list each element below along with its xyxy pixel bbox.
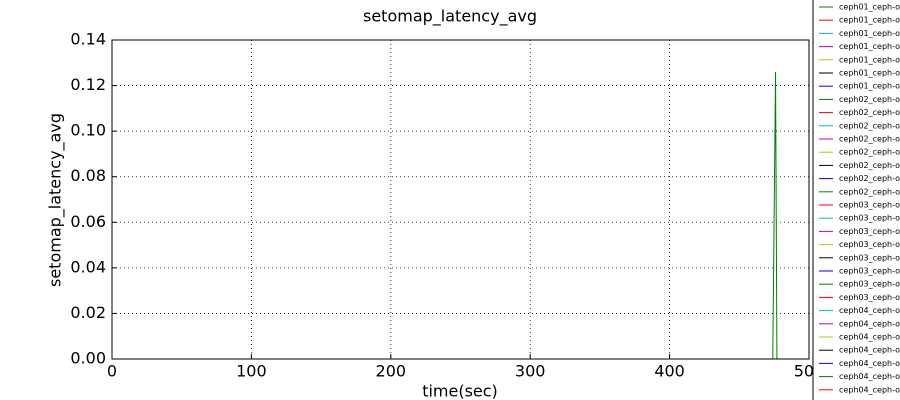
- y-tick-label: 0.12: [70, 75, 106, 94]
- legend-label: ceph03_ceph-o: [839, 201, 900, 210]
- legend-label: ceph04_ceph-o: [839, 333, 900, 342]
- x-tick-label: 200: [376, 362, 407, 381]
- legend-label: ceph01_ceph-o: [839, 16, 900, 25]
- y-tick-label: 0.14: [70, 30, 106, 49]
- legend-label: ceph02_ceph-o: [839, 161, 900, 170]
- legend-label: ceph03_ceph-o: [839, 240, 900, 249]
- legend-label: ceph03_ceph-o: [839, 280, 900, 289]
- legend-label: ceph03_ceph-o: [839, 267, 900, 276]
- legend-label: ceph02_ceph-o: [839, 174, 900, 183]
- legend-label: ceph01_ceph-o: [839, 3, 900, 12]
- legend-box: [812, 0, 900, 400]
- legend-label: ceph04_ceph-o: [839, 359, 900, 368]
- legend-label: ceph03_ceph-o: [839, 214, 900, 223]
- legend-label: ceph01_ceph-o: [839, 82, 900, 91]
- plot-frame: [111, 39, 810, 360]
- x-tick-label: 0: [107, 362, 117, 381]
- x-tick-label: 100: [236, 362, 267, 381]
- x-tick-label: 300: [515, 362, 546, 381]
- y-tick-label: 0.10: [70, 121, 106, 140]
- legend-label: ceph04_ceph-o: [839, 346, 900, 355]
- legend-label: ceph02_ceph-o: [839, 187, 900, 196]
- legend-label: ceph01_ceph-o: [839, 55, 900, 64]
- legend-label: ceph04_ceph-o: [839, 319, 900, 328]
- legend-label: ceph04_ceph-o: [839, 306, 900, 315]
- y-tick-label: 0.02: [70, 303, 106, 322]
- legend-label: ceph01_ceph-o: [839, 42, 900, 51]
- y-tick-label: 0.04: [70, 257, 106, 276]
- y-tick-label: 0.08: [70, 166, 106, 185]
- y-axis-label: setomap_latency_avg: [46, 113, 66, 287]
- legend-label: ceph02_ceph-o: [839, 148, 900, 157]
- legend-label: ceph03_ceph-o: [839, 253, 900, 262]
- legend-label: ceph01_ceph-o: [839, 69, 900, 78]
- y-tick-label: 0.06: [70, 212, 106, 231]
- legend-label: ceph02_ceph-o: [839, 121, 900, 130]
- x-axis-label: time(sec): [422, 382, 498, 400]
- x-tick-label: 400: [654, 362, 685, 381]
- legend-label: ceph03_ceph-o: [839, 227, 900, 236]
- legend-label: ceph03_ceph-o: [839, 293, 900, 302]
- legend-label: ceph02_ceph-o: [839, 95, 900, 104]
- chart-title: setomap_latency_avg: [363, 7, 537, 27]
- legend-label: ceph04_ceph-o: [839, 372, 900, 381]
- legend-label: ceph02_ceph-o: [839, 108, 900, 117]
- legend-label: ceph01_ceph-o: [839, 29, 900, 38]
- legend-label: ceph02_ceph-o: [839, 135, 900, 144]
- legend-label: ceph04_ceph-o: [839, 385, 900, 394]
- y-tick-label: 0.00: [70, 349, 106, 368]
